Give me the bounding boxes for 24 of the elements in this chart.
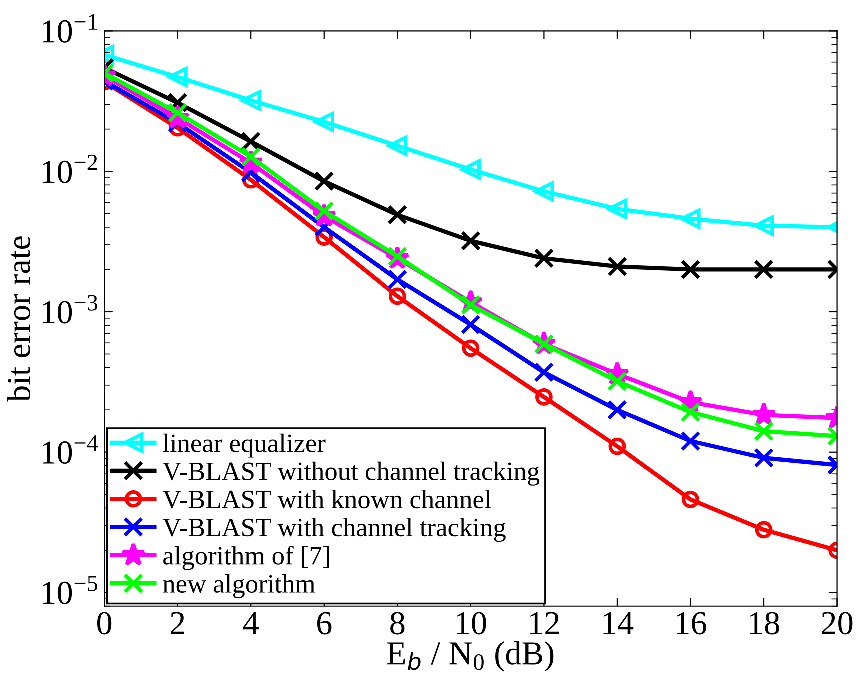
legend-label: algorithm of [7] [164,546,330,570]
y-tick-label: 10$^{−3}$ [42,295,98,324]
legend-label: V-BLAST with channel tracking [162,518,506,542]
y-tick-label: 10$^{−5}$ [42,576,98,604]
x-tick-label: 8 [390,612,405,635]
x-tick-label: 10 [457,612,486,635]
y-axis-title: bit error rate [7,236,30,402]
x-tick-label: 18 [750,612,780,635]
x-tick-label: 16 [677,612,706,635]
y-tick-label: 10$^{−2}$ [42,154,98,184]
x-tick-label: 6 [317,612,332,635]
x-axis-title: E$_{b}$ / N$_{0}$ (dB) [387,641,554,672]
y-tick-label: 10$^{−1}$ [42,14,98,43]
legend-label: V-BLAST with known channel [162,490,492,509]
legend-label: new algorithm [163,574,316,598]
x-tick-label: 4 [243,612,259,634]
y-tick-label: 10$^{−4}$ [42,436,98,464]
x-tick-label: 20 [822,612,853,635]
legend-label: V-BLAST without channel tracking [162,462,540,486]
x-tick-label: 14 [604,612,634,634]
x-tick-label: 12 [530,612,560,634]
legend-label: linear equalizer [163,434,326,458]
x-tick-label: 0 [97,612,112,635]
x-tick-label: 2 [170,612,184,634]
